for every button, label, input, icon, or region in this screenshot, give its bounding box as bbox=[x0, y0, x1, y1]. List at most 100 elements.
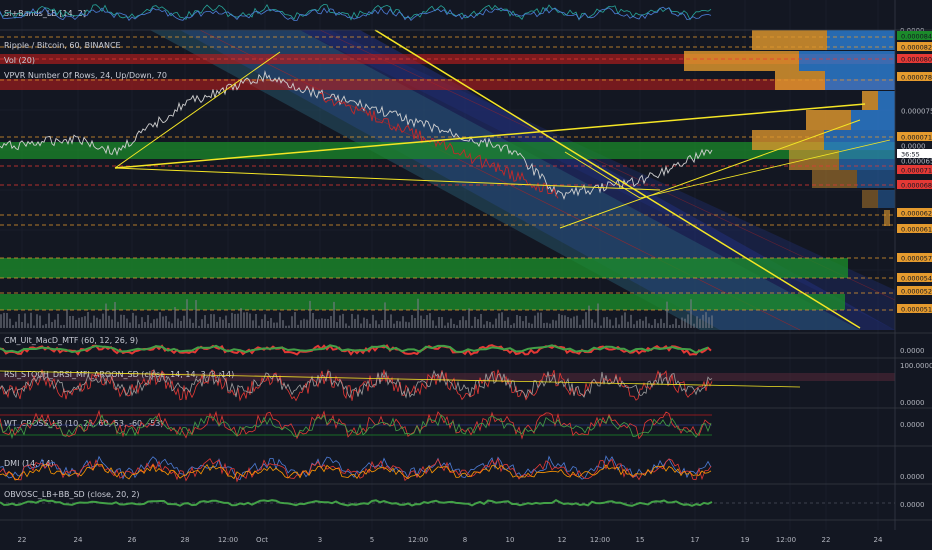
volume-bar bbox=[177, 318, 179, 328]
volume-bar bbox=[24, 313, 26, 328]
volume-bar bbox=[654, 319, 656, 328]
trend-lines bbox=[114, 29, 891, 329]
volume-bar bbox=[636, 320, 638, 328]
volume-bar bbox=[468, 308, 470, 328]
volume-bar bbox=[660, 318, 662, 328]
volume-bar bbox=[6, 313, 8, 328]
time-axis[interactable]: 22 24 26 28 12:00 Oct 3 5 12:00 8 10 12 12:00 15 17 19 1… bbox=[18, 536, 883, 544]
volume-bar bbox=[78, 317, 80, 328]
time-axis-label: 17 bbox=[691, 536, 700, 544]
volume-bar bbox=[612, 325, 614, 328]
volume-bar bbox=[480, 313, 482, 328]
dmi-plus-line bbox=[0, 455, 712, 481]
time-axis-label: 12:00 bbox=[408, 536, 428, 544]
price-axis-label: 0.0000 bbox=[901, 143, 926, 151]
volume-bar bbox=[474, 316, 476, 328]
volume-bar bbox=[594, 322, 596, 328]
volume-bar bbox=[561, 315, 563, 328]
volume-bar bbox=[276, 322, 278, 328]
volume-bar bbox=[234, 313, 236, 328]
volume-bar bbox=[639, 319, 641, 328]
volume-bar bbox=[27, 323, 29, 328]
wt-cross-pane[interactable]: WT_CROSS_LB (10, 21, 60, 53, -60, -53) 0… bbox=[0, 409, 925, 440]
volume-bar bbox=[672, 324, 674, 328]
price-line bbox=[0, 70, 713, 200]
volume-bar bbox=[633, 324, 635, 328]
obv-pane[interactable]: OBVOSC_LB+BB_SD (close, 20, 2) 0.0000 bbox=[0, 490, 925, 509]
volume-bar bbox=[294, 312, 296, 328]
macd-label: CM_Ult_MacD_MTF (60, 12, 26, 9) bbox=[4, 336, 138, 345]
volume-bar bbox=[687, 314, 689, 328]
volume-bar bbox=[285, 325, 287, 328]
volume-bar bbox=[18, 313, 20, 328]
volume-bar bbox=[39, 315, 41, 328]
volume-bar bbox=[111, 319, 113, 328]
trend-line-up-left bbox=[114, 51, 281, 169]
vp-bar bbox=[862, 190, 878, 208]
dmi-pane[interactable]: DMI (14, 14) 0.0000 bbox=[0, 455, 925, 483]
volume-bar bbox=[624, 312, 626, 328]
volume-bar bbox=[162, 316, 164, 328]
pane-separators bbox=[0, 0, 932, 530]
volume-bar bbox=[57, 313, 59, 328]
volume-bar bbox=[603, 317, 605, 328]
volume-bar bbox=[135, 315, 137, 328]
volume-bar bbox=[168, 321, 170, 328]
volume-bar bbox=[675, 318, 677, 328]
volume-bar bbox=[87, 312, 89, 328]
price-tag bbox=[897, 286, 932, 295]
price-axis-label: 0.00008422 bbox=[901, 33, 932, 41]
rsi-axis-top: 100.0000 bbox=[900, 362, 932, 370]
volume-bar bbox=[546, 322, 548, 328]
volume-bar bbox=[432, 320, 434, 328]
volume-bar bbox=[174, 307, 176, 328]
volume-bar bbox=[81, 317, 83, 328]
volume-bar bbox=[267, 320, 269, 328]
volume-bar bbox=[645, 316, 647, 328]
volume-bar bbox=[213, 314, 215, 328]
rsi-axis-bottom: 0.0000 bbox=[900, 399, 925, 407]
macd-pane[interactable]: CM_Ult_MacD_MTF (60, 12, 26, 9) 0.0000 bbox=[0, 336, 925, 356]
time-axis-label: 19 bbox=[741, 536, 750, 544]
volume-bar bbox=[75, 319, 77, 328]
volume-bar bbox=[627, 321, 629, 328]
vp-bar bbox=[824, 130, 895, 150]
vp-bar bbox=[775, 71, 825, 90]
channel-lower-line bbox=[319, 29, 896, 301]
volume-profile bbox=[684, 30, 895, 226]
volume-bar bbox=[663, 323, 665, 328]
time-axis-label: 12 bbox=[558, 536, 567, 544]
vp-bar bbox=[839, 150, 895, 170]
price-axis[interactable]: 0.00008422 0.00008236 0.00008086 0.00007863… bbox=[897, 31, 932, 314]
volume-bar bbox=[462, 316, 464, 328]
rsi-pane[interactable]: RSI_STOCH_DRSI_MFI_AROON_SD (close, 14, … bbox=[0, 362, 932, 407]
price-axis-label: 0.00005712 bbox=[901, 255, 932, 263]
volume-bar bbox=[45, 323, 47, 328]
regression-channel-outer bbox=[180, 30, 895, 330]
price-axis-label: 0.00005478 bbox=[901, 275, 932, 283]
volume-bar bbox=[300, 320, 302, 328]
vp-bar bbox=[878, 190, 895, 208]
vp-bar bbox=[862, 91, 878, 110]
volume-bar bbox=[42, 325, 44, 328]
dmi-label: DMI (14, 14) bbox=[4, 459, 54, 468]
volume-bar bbox=[426, 315, 428, 328]
volume-bar bbox=[684, 318, 686, 328]
volume-bar bbox=[60, 325, 62, 328]
price-tag bbox=[897, 208, 932, 217]
volume-bar bbox=[201, 319, 203, 328]
volume-bar bbox=[330, 316, 332, 328]
time-axis-label: 5 bbox=[370, 536, 374, 544]
rsi-label: RSI_STOCH_DRSI_MFI_AROON_SD (close, 14, … bbox=[4, 370, 234, 379]
vp-bar bbox=[827, 30, 895, 50]
main-price-pane[interactable]: Ripple / Bitcoin, 60, BINANCE Vol (20) V… bbox=[0, 29, 896, 331]
volume-bar bbox=[345, 323, 347, 328]
volume-bar bbox=[564, 315, 566, 328]
volume-bar bbox=[414, 318, 416, 328]
volume-bar bbox=[129, 322, 131, 328]
obv-axis-value: 0.0000 bbox=[900, 501, 925, 509]
volume-bar bbox=[558, 313, 560, 328]
volume-bar bbox=[696, 316, 698, 328]
trend-line-rising-1 bbox=[559, 119, 861, 229]
